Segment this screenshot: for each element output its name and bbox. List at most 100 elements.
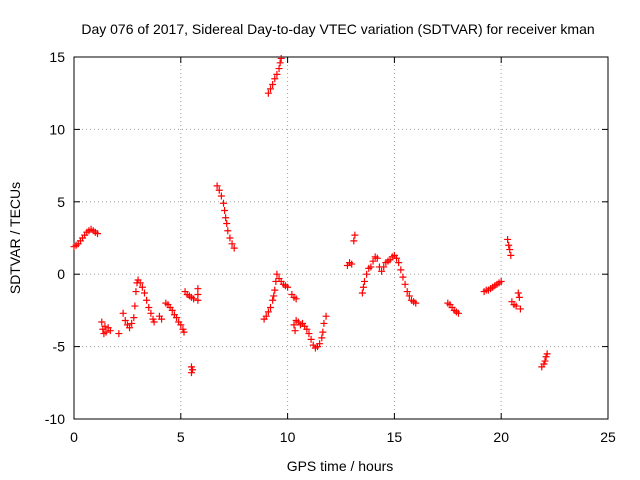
data-point: [121, 317, 129, 325]
data-point: [292, 295, 300, 303]
y-tick-label: 5: [57, 194, 65, 210]
data-point: [119, 309, 127, 317]
y-tick-label: -10: [45, 411, 65, 427]
data-point: [222, 214, 230, 222]
x-tick-label: 25: [600, 429, 616, 445]
data-point: [221, 206, 229, 214]
data-point: [516, 305, 524, 313]
data-point: [397, 266, 405, 274]
data-point: [132, 288, 140, 296]
data-point: [106, 327, 114, 335]
data-point: [506, 246, 514, 254]
x-axis-label: GPS time / hours: [287, 458, 394, 474]
data-point: [150, 318, 158, 326]
series-arc-c: [119, 276, 166, 332]
series-arc-n: [480, 277, 505, 296]
data-point: [275, 65, 283, 73]
data-point: [512, 302, 520, 310]
x-tick-label: 15: [387, 429, 403, 445]
data-point: [271, 75, 279, 83]
y-tick-label: 15: [49, 49, 65, 65]
data-point: [273, 70, 281, 78]
series-arc-j: [290, 312, 330, 352]
axis-ticks: [73, 56, 609, 420]
series-arc-d: [162, 299, 188, 336]
data-point: [98, 318, 106, 326]
data-point: [373, 254, 381, 262]
data-point: [504, 235, 512, 243]
data-point: [320, 319, 328, 327]
data-point: [262, 312, 270, 320]
data-point: [130, 314, 138, 322]
data-point: [454, 309, 462, 317]
data-point: [158, 315, 166, 323]
series-arc-m: [444, 299, 462, 317]
series-arc-o: [504, 235, 524, 313]
y-tick-label: -5: [53, 339, 66, 355]
data-point: [358, 289, 366, 297]
data-point: [369, 257, 377, 265]
series-arc-a: [70, 225, 101, 251]
y-axis-label: SDTVAR / TECUs: [7, 182, 23, 294]
x-tick-label: 5: [177, 429, 185, 445]
data-point: [393, 254, 401, 262]
series-arc-e: [181, 285, 202, 304]
axis-tick-labels: 0 5 10 15 20 25 -10 -5 0 5 10 15: [45, 49, 616, 445]
data-point: [217, 192, 225, 200]
grid: [74, 57, 608, 419]
data-point: [403, 288, 411, 296]
data-point: [267, 85, 275, 93]
data-point: [143, 296, 151, 304]
data-point: [276, 59, 284, 67]
data-point: [224, 227, 232, 235]
data-point: [215, 186, 223, 194]
series-arc-k: [343, 231, 359, 270]
data-point: [507, 251, 515, 259]
data-points: [70, 54, 551, 377]
data-point: [405, 292, 413, 300]
y-tick-label: 10: [49, 121, 65, 137]
data-point: [145, 304, 153, 312]
data-point: [267, 304, 275, 312]
data-point: [290, 321, 298, 329]
y-tick-label: 0: [57, 266, 65, 282]
data-point: [514, 289, 522, 297]
data-point: [140, 289, 148, 297]
data-point: [395, 259, 403, 267]
data-point: [126, 324, 134, 332]
x-tick-label: 10: [280, 429, 296, 445]
data-point: [269, 296, 277, 304]
chart-title: Day 076 of 2017, Sidereal Day-to-day VTE…: [81, 21, 594, 37]
data-point: [194, 296, 202, 304]
data-point: [131, 302, 139, 310]
series-arc-f: [187, 363, 197, 377]
data-point: [316, 340, 324, 348]
data-point: [128, 319, 136, 327]
data-point: [348, 260, 356, 268]
x-tick-label: 20: [493, 429, 509, 445]
data-point: [543, 350, 551, 358]
data-point: [318, 334, 326, 342]
data-point: [264, 89, 272, 97]
data-point: [168, 306, 176, 314]
data-point: [271, 286, 279, 294]
data-point: [367, 263, 375, 271]
data-point: [230, 244, 238, 252]
data-point: [177, 321, 185, 329]
data-point: [220, 199, 228, 207]
data-point: [147, 309, 155, 317]
data-point: [190, 295, 198, 303]
data-point: [378, 267, 386, 275]
data-point: [303, 325, 311, 333]
series-arc-i: [264, 54, 285, 97]
data-point: [515, 293, 523, 301]
data-point: [291, 327, 299, 335]
data-point: [269, 81, 277, 89]
data-point: [189, 366, 197, 374]
data-point: [359, 283, 367, 291]
series-arc-g: [213, 182, 238, 252]
data-point: [322, 312, 330, 320]
series-arc-h: [260, 270, 300, 323]
series-arc-l: [358, 251, 420, 307]
